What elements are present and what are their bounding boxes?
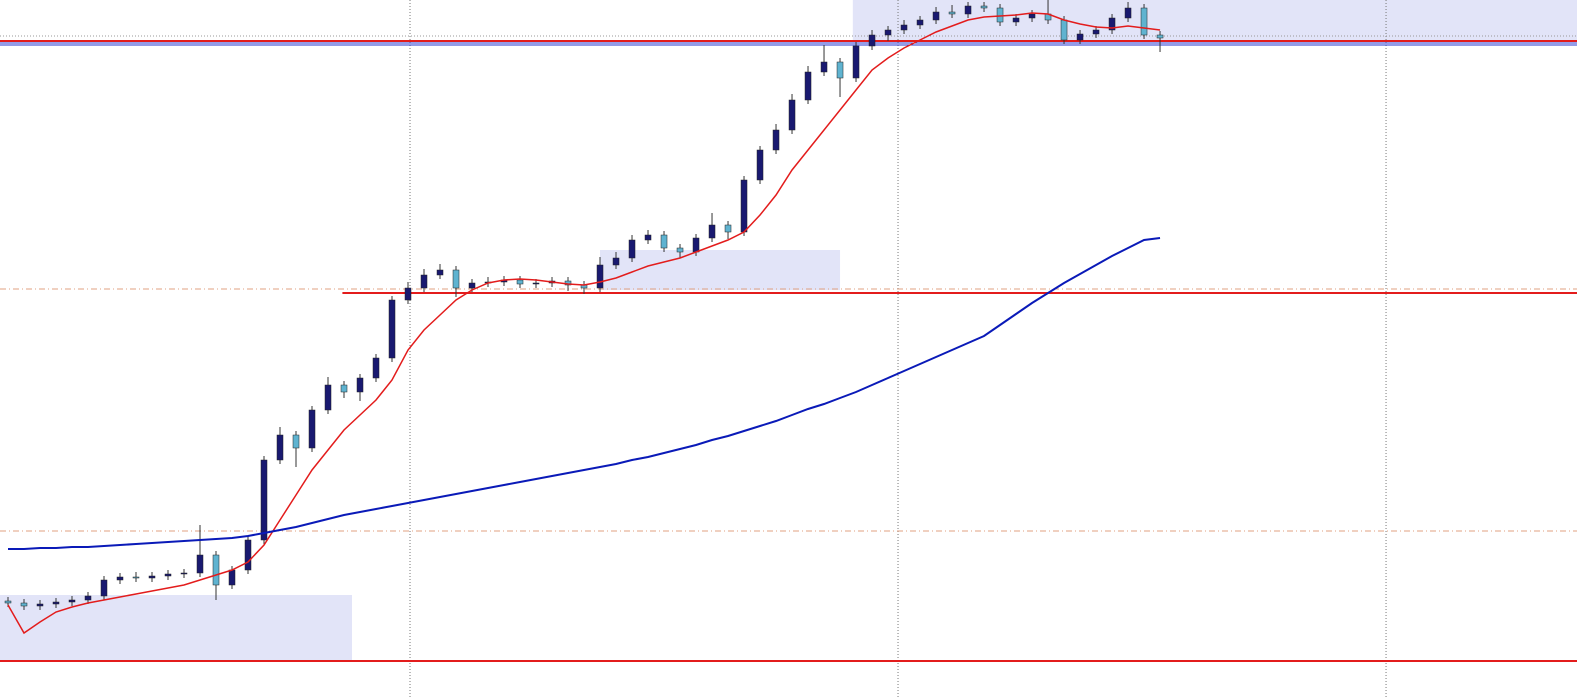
candle-body [36,603,44,607]
candle-body [612,257,620,266]
candle-body [692,237,700,253]
candle-body [884,29,892,36]
candle-body [900,24,908,31]
candle-body [84,595,92,601]
candle-body [308,409,316,449]
candle-body [804,71,812,101]
candle-body [516,279,524,285]
candle-body [1156,34,1164,39]
candle-body [180,572,188,575]
moving-average-line [8,237,1161,550]
candle-body [868,34,876,47]
candle-body [644,234,652,241]
candle-body [980,5,988,9]
candle-body [1028,13,1036,19]
candle-body [948,11,956,15]
candle-body [756,149,764,181]
candle-body [68,599,76,603]
candle-body [388,299,396,359]
candle-body [404,287,412,301]
candle-body [420,274,428,289]
candle-body [116,576,124,581]
candle-body [356,377,364,393]
candle-body [436,269,444,276]
candle-body [324,384,332,411]
candle-body [468,282,476,289]
candle-body [244,539,252,571]
candle-body [100,579,108,597]
candle-body [1060,19,1068,41]
candle-body [852,45,860,79]
candle-body [148,575,156,579]
candle-body [164,573,172,577]
candle-body [532,282,540,285]
zone [0,595,353,660]
zone [600,250,841,290]
candle-body [452,269,460,289]
candle-body [660,234,668,249]
candle-body [708,224,716,239]
moving-average-line [7,12,1161,635]
candle-body [20,602,28,607]
candle-body [820,61,828,73]
zone [852,0,1577,40]
candle-body [724,224,732,233]
candle-body [1108,17,1116,31]
candle-body [964,5,972,15]
candle-body [292,434,300,449]
candle-body [228,569,236,586]
candle-body [932,11,940,21]
candle-body [1012,17,1020,23]
candle-body [836,61,844,79]
candle-body [1140,7,1148,36]
candle-body [596,264,604,289]
candle-body [1076,33,1084,41]
candle-body [1092,29,1100,35]
candle-body [212,554,220,586]
candle-body [340,384,348,393]
candle-body [788,99,796,131]
candle-body [772,129,780,151]
candle-body [372,357,380,379]
candle-body [196,554,204,574]
candle-body [52,601,60,605]
candle-body [260,459,268,541]
candle-body [676,247,684,253]
candle-body [628,239,636,259]
candle-body [916,19,924,26]
candle-body [4,600,12,604]
candle-body [132,576,140,579]
candle-body [996,7,1004,23]
candle-body [1124,7,1132,19]
candle-body [740,179,748,233]
candle-body [276,434,284,461]
